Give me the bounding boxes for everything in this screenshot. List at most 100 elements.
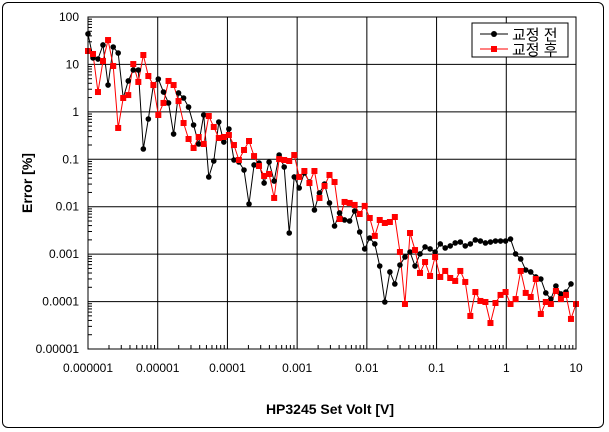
data-point-before — [382, 299, 388, 305]
data-point-after — [225, 132, 232, 139]
data-point-before — [100, 42, 106, 48]
data-point-after — [306, 180, 313, 187]
data-point-before — [512, 251, 519, 257]
data-point-after — [170, 82, 177, 89]
data-point-before — [437, 241, 444, 247]
data-point-after — [462, 278, 469, 285]
y-tick-label: 0.0001 — [42, 295, 79, 309]
data-point-before — [502, 238, 509, 244]
data-point-after — [185, 135, 192, 142]
data-point-after — [205, 112, 212, 119]
data-point-after — [326, 171, 333, 178]
data-point-before — [517, 256, 524, 262]
legend: 교정 전 교정 후 — [471, 22, 569, 59]
x-tick-label: 0.01 — [355, 361, 379, 375]
tick-labels: 0.000001 0.00001 0.0001 0.001 0.01 0.1 1 10 100 1… — [36, 10, 583, 375]
data-point-after — [301, 168, 308, 175]
data-point-after — [210, 123, 217, 130]
data-point-before — [231, 157, 237, 163]
data-point-before — [185, 104, 192, 110]
y-tick-label: 100 — [59, 10, 79, 24]
data-point-before — [170, 131, 177, 137]
data-point-after — [497, 291, 504, 298]
data-point-before — [200, 112, 207, 118]
y-axis-label: Error [%] — [19, 153, 35, 213]
legend-label-after: 교정 후 — [512, 42, 558, 59]
data-point-after — [537, 310, 544, 317]
data-point-after — [200, 141, 207, 148]
data-point-before — [281, 164, 287, 170]
data-point-after — [230, 142, 237, 149]
data-point-before — [538, 276, 544, 282]
data-point-before — [210, 158, 217, 164]
data-point-before — [427, 246, 433, 252]
data-point-before — [215, 119, 222, 125]
data-point-after — [99, 58, 106, 65]
x-tick-label: 10 — [569, 361, 583, 375]
data-point-before — [376, 263, 383, 269]
data-point-after — [422, 259, 429, 266]
data-point-before — [286, 230, 293, 236]
data-point-after — [427, 273, 434, 280]
data-point-after — [195, 134, 202, 141]
data-point-after — [296, 173, 303, 180]
data-point-after — [562, 291, 569, 298]
data-point-before — [155, 76, 162, 82]
data-point-before — [351, 208, 358, 214]
data-point-after — [110, 62, 117, 69]
data-point-after — [437, 273, 444, 280]
y-tick-label: 1 — [72, 105, 79, 119]
data-point-after — [135, 78, 142, 85]
data-point-after — [522, 289, 529, 296]
data-point-before — [105, 82, 111, 88]
y-tick-label: 0.001 — [49, 247, 79, 261]
data-point-before — [251, 162, 257, 168]
data-point-before — [543, 290, 549, 296]
data-point-after — [452, 277, 459, 284]
data-point-before — [246, 201, 252, 207]
data-point-after — [361, 202, 368, 209]
data-point-after — [557, 296, 564, 303]
data-point-before — [356, 229, 363, 235]
data-point-after — [94, 89, 101, 96]
data-point-after — [502, 289, 509, 296]
data-point-after — [321, 182, 328, 189]
data-point-after — [90, 50, 97, 57]
data-point-before — [462, 243, 469, 249]
data-point-before — [548, 296, 554, 302]
data-point-before — [110, 44, 117, 50]
data-point-after — [517, 267, 524, 274]
x-tick-label: 0.001 — [282, 361, 312, 375]
legend-square-marker-icon — [491, 46, 497, 52]
data-point-before — [266, 159, 272, 165]
data-point-after — [235, 156, 242, 163]
data-point-after — [567, 315, 574, 322]
x-tick-label: 0.000001 — [63, 361, 113, 375]
data-point-after — [547, 300, 554, 307]
legend-box — [471, 22, 569, 58]
x-tick-label: 0.00001 — [136, 361, 180, 375]
data-point-before — [326, 200, 333, 206]
data-point-after — [180, 120, 187, 127]
data-point-after — [120, 94, 127, 101]
data-point-after — [507, 300, 514, 307]
data-point-after — [401, 300, 408, 307]
data-point-before — [125, 78, 132, 84]
data-point-before — [271, 178, 277, 184]
x-tick-label: 0.0001 — [209, 361, 246, 375]
data-point-before — [346, 218, 353, 224]
data-point-after — [356, 211, 363, 218]
data-point-after — [532, 276, 539, 283]
data-point-after — [311, 168, 318, 175]
data-point-after — [467, 312, 474, 319]
data-point-after — [366, 215, 373, 222]
data-point-after — [130, 61, 137, 68]
data-point-after — [175, 98, 182, 105]
data-point-before — [467, 241, 474, 247]
data-point-after — [412, 247, 419, 254]
data-point-after — [376, 216, 383, 223]
data-point-before — [497, 238, 504, 244]
data-point-after — [552, 288, 559, 295]
data-point-after — [331, 178, 338, 185]
